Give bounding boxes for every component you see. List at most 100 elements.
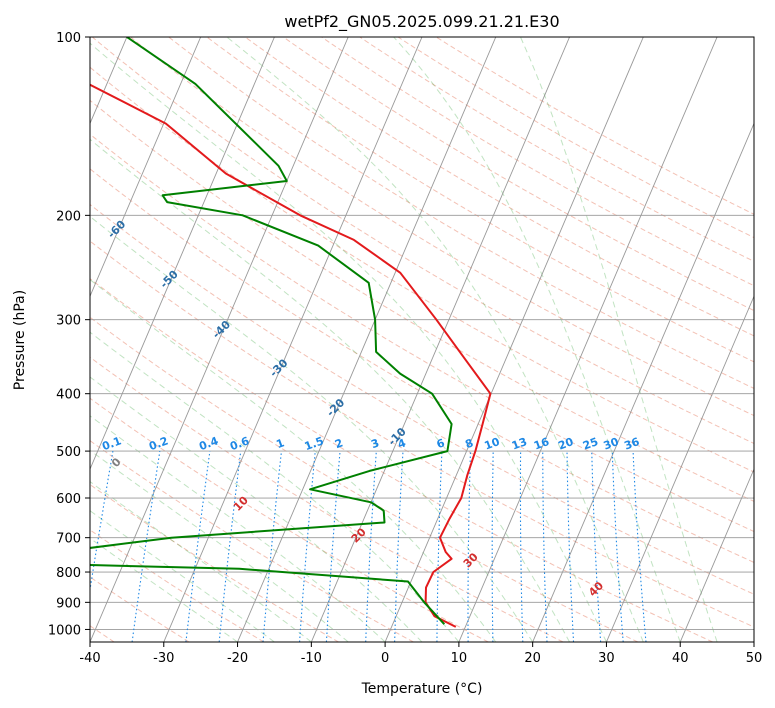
moist-adiabat-line — [90, 481, 312, 642]
isotherm-line — [90, 37, 275, 471]
dry-adiabat-line — [90, 278, 713, 642]
x-tick-label: 50 — [746, 651, 763, 666]
moist-adiabat-line — [90, 215, 534, 642]
dry-adiabat-line — [359, 37, 754, 262]
moist-adiabat-line — [393, 37, 681, 642]
mixing-ratio-label: 0.1 — [100, 434, 123, 453]
y-tick-label: 100 — [56, 31, 81, 46]
mixing-ratio-label: 0.4 — [197, 434, 220, 453]
moist-adiabat-line — [90, 449, 349, 642]
mixing-ratio-label: 2 — [333, 436, 345, 451]
mixing-ratio-label: 16 — [532, 435, 551, 453]
x-tick-label: -40 — [79, 651, 100, 666]
skewed-isotherms — [90, 37, 754, 642]
y-tick-label: 600 — [56, 492, 81, 507]
mixing-ratio-lines — [90, 451, 647, 642]
x-tick-label: 0 — [381, 651, 389, 666]
x-tick-label: -30 — [153, 651, 174, 666]
mixing-ratio-label: 6 — [435, 436, 447, 451]
moist-adiabat-line — [90, 376, 423, 642]
temperature-profile-line — [90, 83, 492, 628]
mixing-ratio-line — [185, 451, 211, 642]
x-tick-label: -10 — [301, 651, 322, 666]
dry-adiabat-line — [168, 37, 754, 389]
dry-adiabat-line — [90, 483, 339, 642]
isotherm-label: -80 — [0, 131, 18, 154]
y-tick-label: 400 — [56, 388, 81, 403]
y-axis: 100 200 300 400 500 600 700 800 900 1000 — [48, 31, 90, 638]
mixing-ratio-label: 25 — [581, 435, 600, 452]
y-tick-label: 300 — [56, 314, 81, 329]
mixing-ratio-label: 36 — [622, 435, 641, 453]
mixing-ratio-line — [632, 451, 647, 642]
x-tick-label: 10 — [451, 651, 468, 666]
y-axis-label: Pressure (hPa) — [12, 290, 28, 390]
x-tick-label: 40 — [672, 651, 689, 666]
isotherm-line — [163, 37, 423, 642]
dewpoint-profile-line — [90, 37, 453, 625]
dry-adiabat-line — [90, 66, 754, 473]
mixing-ratio-label: 13 — [510, 435, 529, 452]
dry-adiabat-line — [283, 37, 754, 312]
mixing-ratio-label: 30 — [602, 435, 621, 453]
mixing-ratio-label: 8 — [463, 436, 475, 451]
dry-adiabat-line — [90, 203, 754, 595]
isotherm-line — [606, 295, 754, 642]
mixing-ratio-label: 20 — [556, 435, 575, 453]
isotherm-line — [237, 37, 497, 642]
plot-lines: -100-90-80-70-60-50-40-30-20-10010203040… — [0, 37, 754, 642]
moist-adiabat-line — [90, 510, 275, 642]
mixing-ratio-line — [299, 451, 316, 642]
y-tick-label: 800 — [56, 566, 81, 581]
dry-adiabat-line — [90, 168, 754, 563]
plot-frame — [89, 36, 755, 643]
dry-adiabat-line — [130, 37, 754, 417]
mixing-ratio-line — [218, 451, 242, 642]
sounding-curves — [90, 37, 492, 628]
dry-adiabat-line — [91, 37, 754, 445]
isotherm-line — [90, 37, 349, 642]
mixing-ratio-label: 3 — [369, 436, 381, 451]
dry-adiabat-line — [206, 37, 754, 363]
mixing-ratio-line — [262, 451, 283, 642]
y-tick-label: 500 — [56, 445, 81, 460]
dry-adiabat-line — [90, 440, 414, 642]
dry-adiabats — [90, 37, 754, 642]
dry-adiabat-line — [90, 316, 639, 642]
moist-adiabat-line — [226, 37, 644, 642]
dry-adiabat-line — [90, 529, 265, 642]
x-tick-label: 20 — [524, 651, 541, 666]
mixing-ratio-label: 10 — [483, 435, 502, 453]
isotherm-line — [753, 640, 754, 642]
mixing-ratio-label: 4 — [396, 436, 408, 451]
isotherm-line — [458, 37, 718, 642]
mixing-ratio-label: 1 — [274, 436, 286, 451]
chart-title: wetPf2_GN05.2025.099.21.21.E30 — [284, 12, 559, 32]
dry-adiabat-line — [90, 240, 754, 628]
plot-area — [90, 37, 754, 642]
x-axis-label: Temperature (°C) — [361, 681, 483, 697]
mixing-ratio-label: 1.5 — [303, 434, 326, 453]
isotherm-line — [532, 122, 754, 642]
isotherm-line — [384, 37, 644, 642]
isotherm-line — [679, 467, 754, 642]
moist-adiabat-line — [90, 279, 497, 642]
x-tick-label: -20 — [227, 651, 248, 666]
isobar-gridlines — [90, 37, 754, 630]
dry-adiabat-line — [397, 37, 754, 239]
moist-adiabat-line — [520, 37, 718, 642]
x-tick-label: 30 — [598, 651, 615, 666]
dry-adiabat-line — [244, 37, 754, 337]
y-tick-label: 1000 — [48, 623, 81, 638]
y-tick-label: 200 — [56, 209, 81, 224]
x-axis: -40 -30 -20 -10 0 10 20 30 40 50 — [79, 642, 762, 666]
moist-adiabat-line — [90, 415, 386, 642]
mixing-ratio-label: 0.6 — [228, 434, 251, 453]
y-tick-label: 900 — [56, 596, 81, 611]
moist-adiabat-line — [90, 42, 607, 642]
y-tick-label: 700 — [56, 532, 81, 547]
isotherm-label: -70 — [51, 171, 74, 194]
mixing-ratio-line — [131, 451, 161, 642]
isotherm-line — [310, 37, 570, 642]
moist-adiabat-line — [90, 138, 571, 642]
